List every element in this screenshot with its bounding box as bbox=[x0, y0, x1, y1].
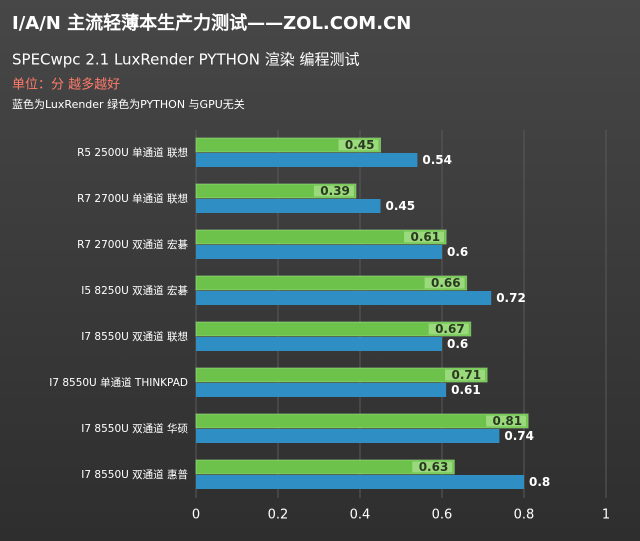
value-label-bg bbox=[338, 139, 379, 151]
bar bbox=[196, 199, 381, 213]
bar bbox=[196, 337, 442, 351]
value-label: 0.63 bbox=[419, 460, 449, 474]
x-tick-label: 0 bbox=[192, 508, 200, 523]
bar bbox=[195, 229, 447, 245]
y-tick-label: R5 2500U 单通道 联想 bbox=[77, 146, 188, 159]
y-tick-label: R7 2700U 双通道 宏碁 bbox=[77, 238, 188, 251]
bar bbox=[195, 413, 529, 429]
value-label: 0.72 bbox=[496, 291, 526, 305]
x-tick-label: 0.2 bbox=[268, 508, 289, 523]
unit-note: 单位：分 越多越好 bbox=[12, 77, 120, 93]
value-label: 0.71 bbox=[451, 368, 481, 382]
value-label: 0.81 bbox=[492, 414, 522, 428]
bar bbox=[195, 459, 455, 475]
bar bbox=[196, 429, 500, 443]
bar bbox=[195, 137, 381, 153]
chart-title: I/A/N 主流轻薄本生产力测试——ZOL.COM.CN bbox=[12, 12, 411, 34]
x-tick-label: 0.8 bbox=[514, 508, 535, 523]
bar bbox=[195, 275, 468, 291]
value-label: 0.45 bbox=[345, 138, 375, 152]
bar bbox=[196, 475, 524, 489]
value-label: 0.39 bbox=[320, 184, 350, 198]
x-tick-label: 0.4 bbox=[350, 508, 371, 523]
bar bbox=[195, 321, 472, 337]
x-tick-label: 1 bbox=[602, 508, 610, 523]
value-label-bg bbox=[428, 323, 469, 335]
bar bbox=[196, 245, 442, 259]
value-label: 0.66 bbox=[431, 276, 461, 290]
value-label: 0.54 bbox=[422, 153, 452, 167]
y-tick-label: I7 8550U 单通道 THINKPAD bbox=[49, 376, 188, 389]
value-label: 0.6 bbox=[447, 337, 468, 351]
bar bbox=[196, 383, 447, 397]
y-tick-label: R7 2700U 单通道 联想 bbox=[77, 192, 188, 205]
value-label-bg bbox=[424, 277, 465, 289]
value-label-bg bbox=[445, 369, 486, 381]
bar bbox=[196, 153, 418, 167]
value-label: 0.6 bbox=[447, 245, 468, 259]
value-label: 0.74 bbox=[504, 429, 534, 443]
y-tick-label: I7 8550U 双通道 惠普 bbox=[81, 468, 188, 481]
bar bbox=[195, 367, 488, 383]
y-tick-label: I7 8550U 双通道 联想 bbox=[81, 330, 188, 343]
note: 蓝色为LuxRender 绿色为PYTHON 与GPU无关 bbox=[12, 97, 245, 111]
y-tick-label: I5 8250U 双通道 宏碁 bbox=[81, 284, 188, 297]
x-tick-label: 0.6 bbox=[432, 508, 453, 523]
value-label: 0.61 bbox=[410, 230, 440, 244]
chart-subtitle: SPECwpc 2.1 LuxRender PYTHON 渲染 编程测试 bbox=[12, 51, 359, 69]
value-label: 0.67 bbox=[435, 322, 465, 336]
value-label-bg bbox=[412, 461, 453, 473]
value-label-bg bbox=[313, 185, 354, 197]
value-label: 0.8 bbox=[529, 475, 550, 489]
value-label-bg bbox=[486, 415, 527, 427]
bar bbox=[196, 291, 492, 305]
value-label: 0.61 bbox=[451, 383, 481, 397]
y-tick-label: I7 8550U 双通道 华硕 bbox=[81, 422, 188, 435]
value-label-bg bbox=[404, 231, 445, 243]
value-label: 0.45 bbox=[386, 199, 416, 213]
